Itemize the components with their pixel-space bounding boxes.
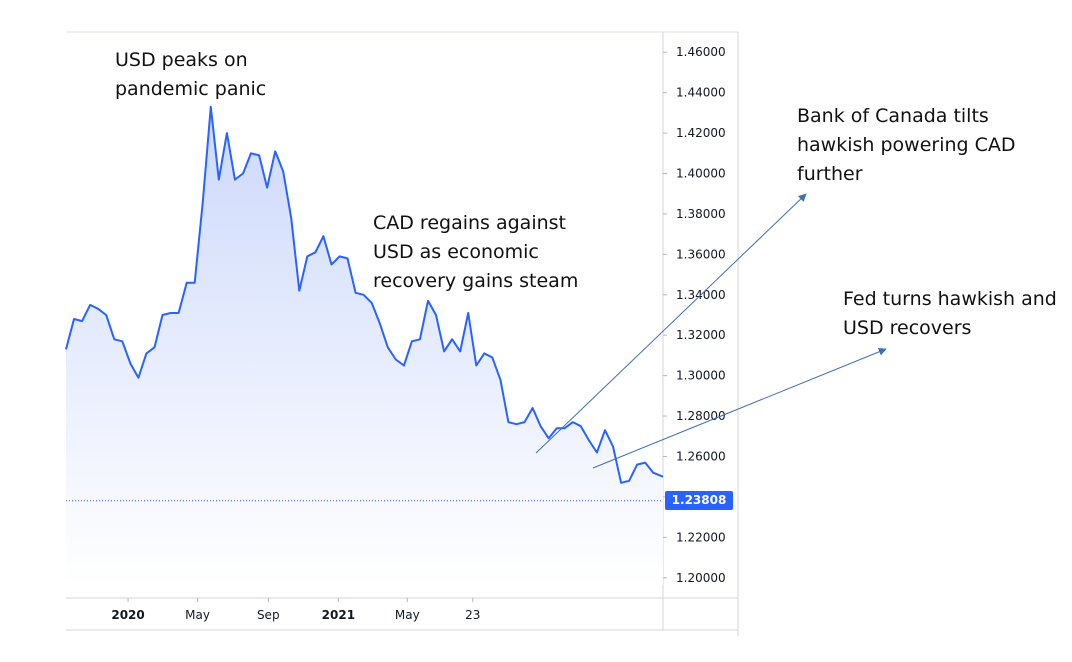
time-axis: 2020 May Sep 2021 May 23	[111, 598, 480, 622]
y-tick-label: 1.46000	[676, 45, 726, 59]
annotation-fed-hawkish: Fed turns hawkish and USD recovers	[843, 285, 1057, 343]
y-tick-label: 1.32000	[676, 328, 726, 342]
x-tick-label: Sep	[257, 608, 280, 622]
y-tick-label: 1.40000	[676, 167, 726, 181]
annotation-line: USD recovers	[843, 317, 972, 339]
x-tick-label: 23	[465, 608, 480, 622]
y-tick-label: 1.20000	[676, 571, 726, 585]
y-tick-label: 1.38000	[676, 207, 726, 221]
annotation-usd-peak: USD peaks on pandemic panic	[115, 46, 266, 104]
x-tick-label: May	[395, 608, 420, 622]
price-axis: 1.46000 1.44000 1.42000 1.40000 1.38000 1.360…	[663, 45, 726, 585]
price-area	[66, 106, 663, 586]
annotation-boc-hawkish: Bank of Canada tilts hawkish powering CA…	[797, 102, 1016, 189]
last-price-label: 1.23808	[665, 491, 733, 511]
y-tick-label: 1.26000	[676, 450, 726, 464]
annotation-line: Bank of Canada tilts	[797, 105, 989, 127]
annotation-line: recovery gains steam	[373, 270, 579, 292]
x-tick-label: 2021	[322, 608, 355, 622]
area-fill	[66, 106, 663, 586]
y-tick-label: 1.30000	[676, 369, 726, 383]
annotation-arrows	[535, 193, 887, 469]
x-tick-label: May	[185, 608, 210, 622]
annotation-line: USD peaks on	[115, 49, 248, 71]
annotation-cad-regains: CAD regains against USD as economic reco…	[373, 209, 578, 296]
y-tick-label: 1.44000	[676, 86, 726, 100]
annotation-line: USD as economic	[373, 241, 539, 263]
boc-arrow	[535, 193, 807, 454]
annotation-line: further	[797, 163, 863, 185]
annotation-line: Fed turns hawkish and	[843, 288, 1057, 310]
annotation-line: CAD regains against	[373, 212, 566, 234]
fed-arrow	[592, 348, 887, 469]
y-tick-label: 1.42000	[676, 126, 726, 140]
y-tick-label: 1.36000	[676, 247, 726, 261]
annotation-line: pandemic panic	[115, 78, 267, 100]
y-tick-label: 1.22000	[676, 530, 726, 544]
y-tick-label: 1.28000	[676, 409, 726, 423]
x-tick-label: 2020	[111, 608, 144, 622]
annotation-line: hawkish powering CAD	[797, 134, 1016, 156]
